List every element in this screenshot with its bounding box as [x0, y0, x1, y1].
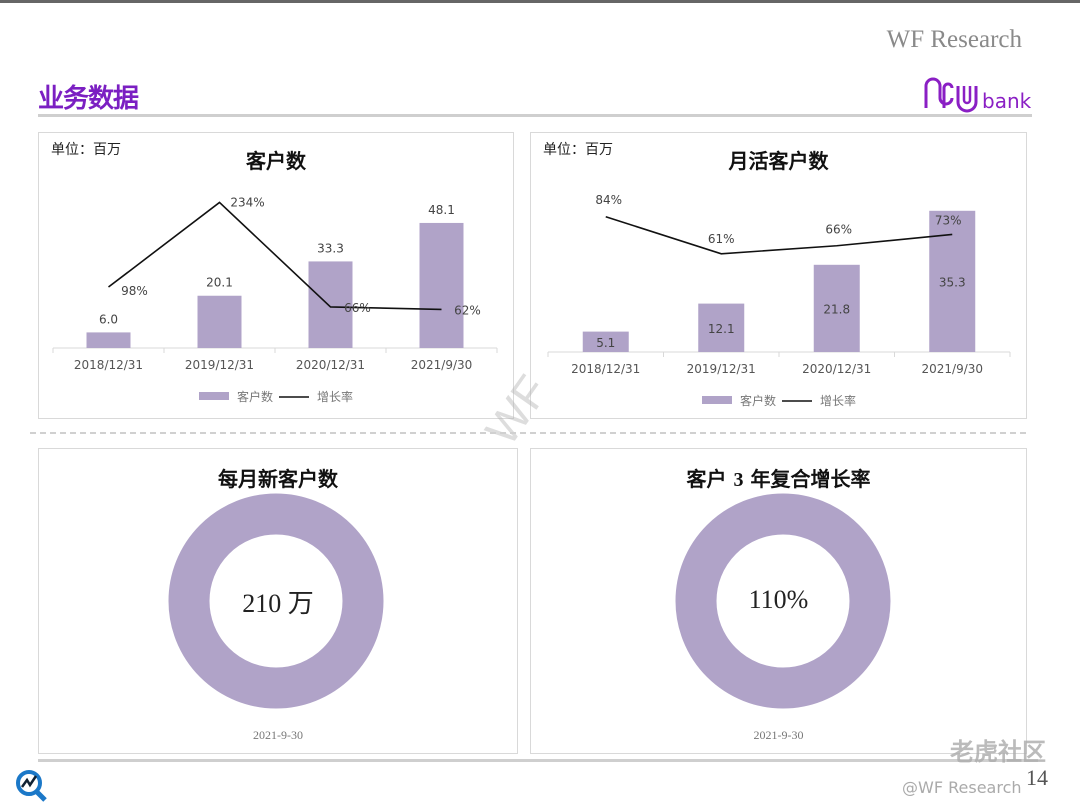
customers-chart-panel: 单位：百万 客户数 6.0 2018/12/31 20.1 2019/12/31 33.…	[38, 132, 514, 419]
monthly-new-date: 2021-9-30	[253, 728, 303, 742]
line-label: 62%	[454, 303, 481, 317]
legend-label: 客户数	[740, 393, 776, 408]
cagr-donut	[675, 493, 891, 709]
x-tick-label: 2019/12/31	[185, 358, 254, 372]
handle-watermark: @WF Research	[902, 778, 1022, 797]
legend-label: 客户数	[237, 389, 273, 404]
cagr-date: 2021-9-30	[753, 728, 804, 742]
x-tick-label: 2018/12/31	[74, 358, 143, 372]
bar	[698, 303, 745, 352]
bar	[308, 261, 353, 348]
bar-label: 12.1	[708, 322, 735, 336]
bar	[929, 210, 976, 352]
bar-label: 33.3	[317, 241, 344, 255]
bar-label: 20.1	[206, 276, 233, 290]
line-label: 66%	[825, 223, 852, 237]
bar-label: 35.3	[939, 275, 966, 289]
mau-chart-panel: 单位：百万 月活客户数 5.1 2018/12/31 12.1 2019/12/31 2…	[530, 132, 1027, 419]
bar-label: 6.0	[99, 312, 118, 326]
search-logo-icon	[14, 768, 48, 806]
x-tick-label: 2020/12/31	[296, 358, 365, 372]
chart-title: 客户数	[246, 149, 306, 173]
line-label: 84%	[595, 193, 622, 207]
x-tick-label: 2019/12/31	[687, 362, 756, 376]
dashed-divider	[30, 432, 1026, 434]
chart-title: 月活客户数	[728, 149, 829, 173]
bar	[419, 222, 464, 348]
bar	[582, 331, 629, 352]
line-label: 61%	[708, 232, 735, 246]
page-number: 14	[1026, 765, 1048, 790]
line-label: 73%	[935, 213, 962, 227]
title-divider	[38, 114, 1032, 117]
top-border	[0, 0, 1080, 3]
legend-label: 增长率	[317, 389, 353, 404]
cagr-value: 110%	[748, 585, 809, 614]
monthly-new-panel: 每月新客户数 210 万 2021-9-30	[38, 448, 518, 754]
bar-label: 21.8	[823, 302, 850, 316]
bar	[813, 264, 860, 352]
unit-label: 单位：百万	[543, 142, 613, 158]
x-tick-label: 2020/12/31	[802, 362, 871, 376]
nubank-logo: bank	[922, 74, 1032, 122]
legend-swatch-bar	[702, 396, 732, 404]
donut-ring	[168, 493, 384, 709]
bar	[197, 295, 242, 348]
donut-ring	[675, 493, 891, 709]
mau-chart: 5.1 2018/12/31 12.1 2019/12/31 21.8 2020/12/3…	[547, 193, 1011, 408]
bar	[86, 332, 131, 348]
svg-text:bank: bank	[982, 89, 1032, 113]
line-label: 98%	[121, 284, 148, 298]
cagr-panel: 客户 3 年复合增长率 110% 2021-9-30	[530, 448, 1027, 754]
cagr-title-pre: 客户	[686, 467, 727, 491]
customers-chart: 6.0 2018/12/31 20.1 2019/12/31 33.3 2020/12/3…	[52, 195, 498, 404]
monthly-new-donut	[168, 493, 384, 709]
legend-label: 增长率	[820, 393, 856, 408]
legend-swatch-bar	[199, 392, 229, 400]
cagr-title: 客户 3 年复合增长率	[531, 463, 1026, 492]
monthly-new-title: 每月新客户数	[218, 467, 338, 491]
line-label: 234%	[230, 195, 264, 209]
bar-label: 5.1	[596, 336, 615, 350]
unit-label: 单位：百万	[51, 142, 121, 158]
x-tick-label: 2021/9/30	[411, 358, 473, 372]
social-watermark: 老虎社区	[950, 738, 1046, 766]
brand-text: WF Research	[886, 26, 1022, 53]
footer-divider	[38, 759, 1038, 762]
line-label: 66%	[344, 301, 371, 315]
growth-line	[108, 201, 442, 311]
page-title: 业务数据	[38, 84, 139, 114]
growth-line	[605, 215, 953, 255]
bar-label: 48.1	[428, 203, 455, 217]
monthly-new-value: 210 万	[242, 589, 314, 618]
x-tick-label: 2018/12/31	[571, 362, 640, 376]
cagr-title-num: 3	[733, 469, 744, 491]
cagr-title-post: 年复合增长率	[750, 467, 871, 491]
x-tick-label: 2021/9/30	[921, 362, 983, 376]
